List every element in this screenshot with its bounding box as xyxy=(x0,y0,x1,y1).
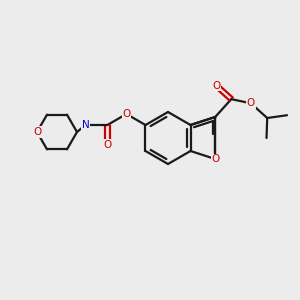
Text: N: N xyxy=(82,120,89,130)
Text: O: O xyxy=(247,98,255,108)
Text: O: O xyxy=(122,109,130,119)
Text: O: O xyxy=(103,140,112,150)
Text: O: O xyxy=(211,154,219,164)
Text: O: O xyxy=(33,127,41,137)
Text: O: O xyxy=(212,81,220,91)
